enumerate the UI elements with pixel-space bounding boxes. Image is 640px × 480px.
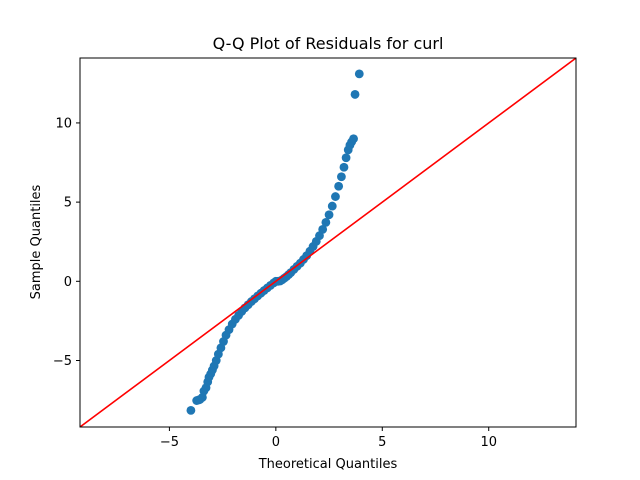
- x-tick-label: 0: [272, 435, 280, 450]
- data-point: [337, 172, 346, 182]
- data-point: [339, 162, 349, 172]
- reference-line-layer: [80, 58, 576, 427]
- data-point: [350, 90, 360, 99]
- chart-title: Q-Q Plot of Residuals for curl: [213, 34, 444, 53]
- data-point: [349, 134, 358, 144]
- x-axis-label: Theoretical Quantiles: [258, 457, 398, 472]
- x-tick-label: 10: [480, 435, 497, 450]
- y-tick-label: −5: [53, 354, 72, 369]
- data-point: [354, 69, 364, 79]
- data-point: [334, 181, 344, 191]
- plot-border: [79, 57, 577, 428]
- y-axis-label: Sample Quantiles: [29, 184, 44, 299]
- y-tick-label: 5: [64, 196, 72, 211]
- data-point: [324, 210, 334, 220]
- data-point: [331, 192, 340, 201]
- data-point: [341, 153, 351, 163]
- reference-line: [80, 58, 576, 427]
- x-tick-label: −5: [160, 435, 179, 450]
- x-tick-label: 5: [378, 435, 386, 450]
- data-point: [327, 201, 337, 211]
- y-tick-label: 0: [64, 275, 72, 290]
- data-point: [321, 217, 331, 227]
- data-point: [318, 224, 328, 234]
- y-ticks: −5 0 5 10: [53, 116, 80, 369]
- data-point: [186, 405, 196, 415]
- axes: [79, 57, 577, 428]
- y-tick-label: 10: [55, 116, 72, 131]
- x-ticks: −5 0 5 10: [160, 427, 497, 450]
